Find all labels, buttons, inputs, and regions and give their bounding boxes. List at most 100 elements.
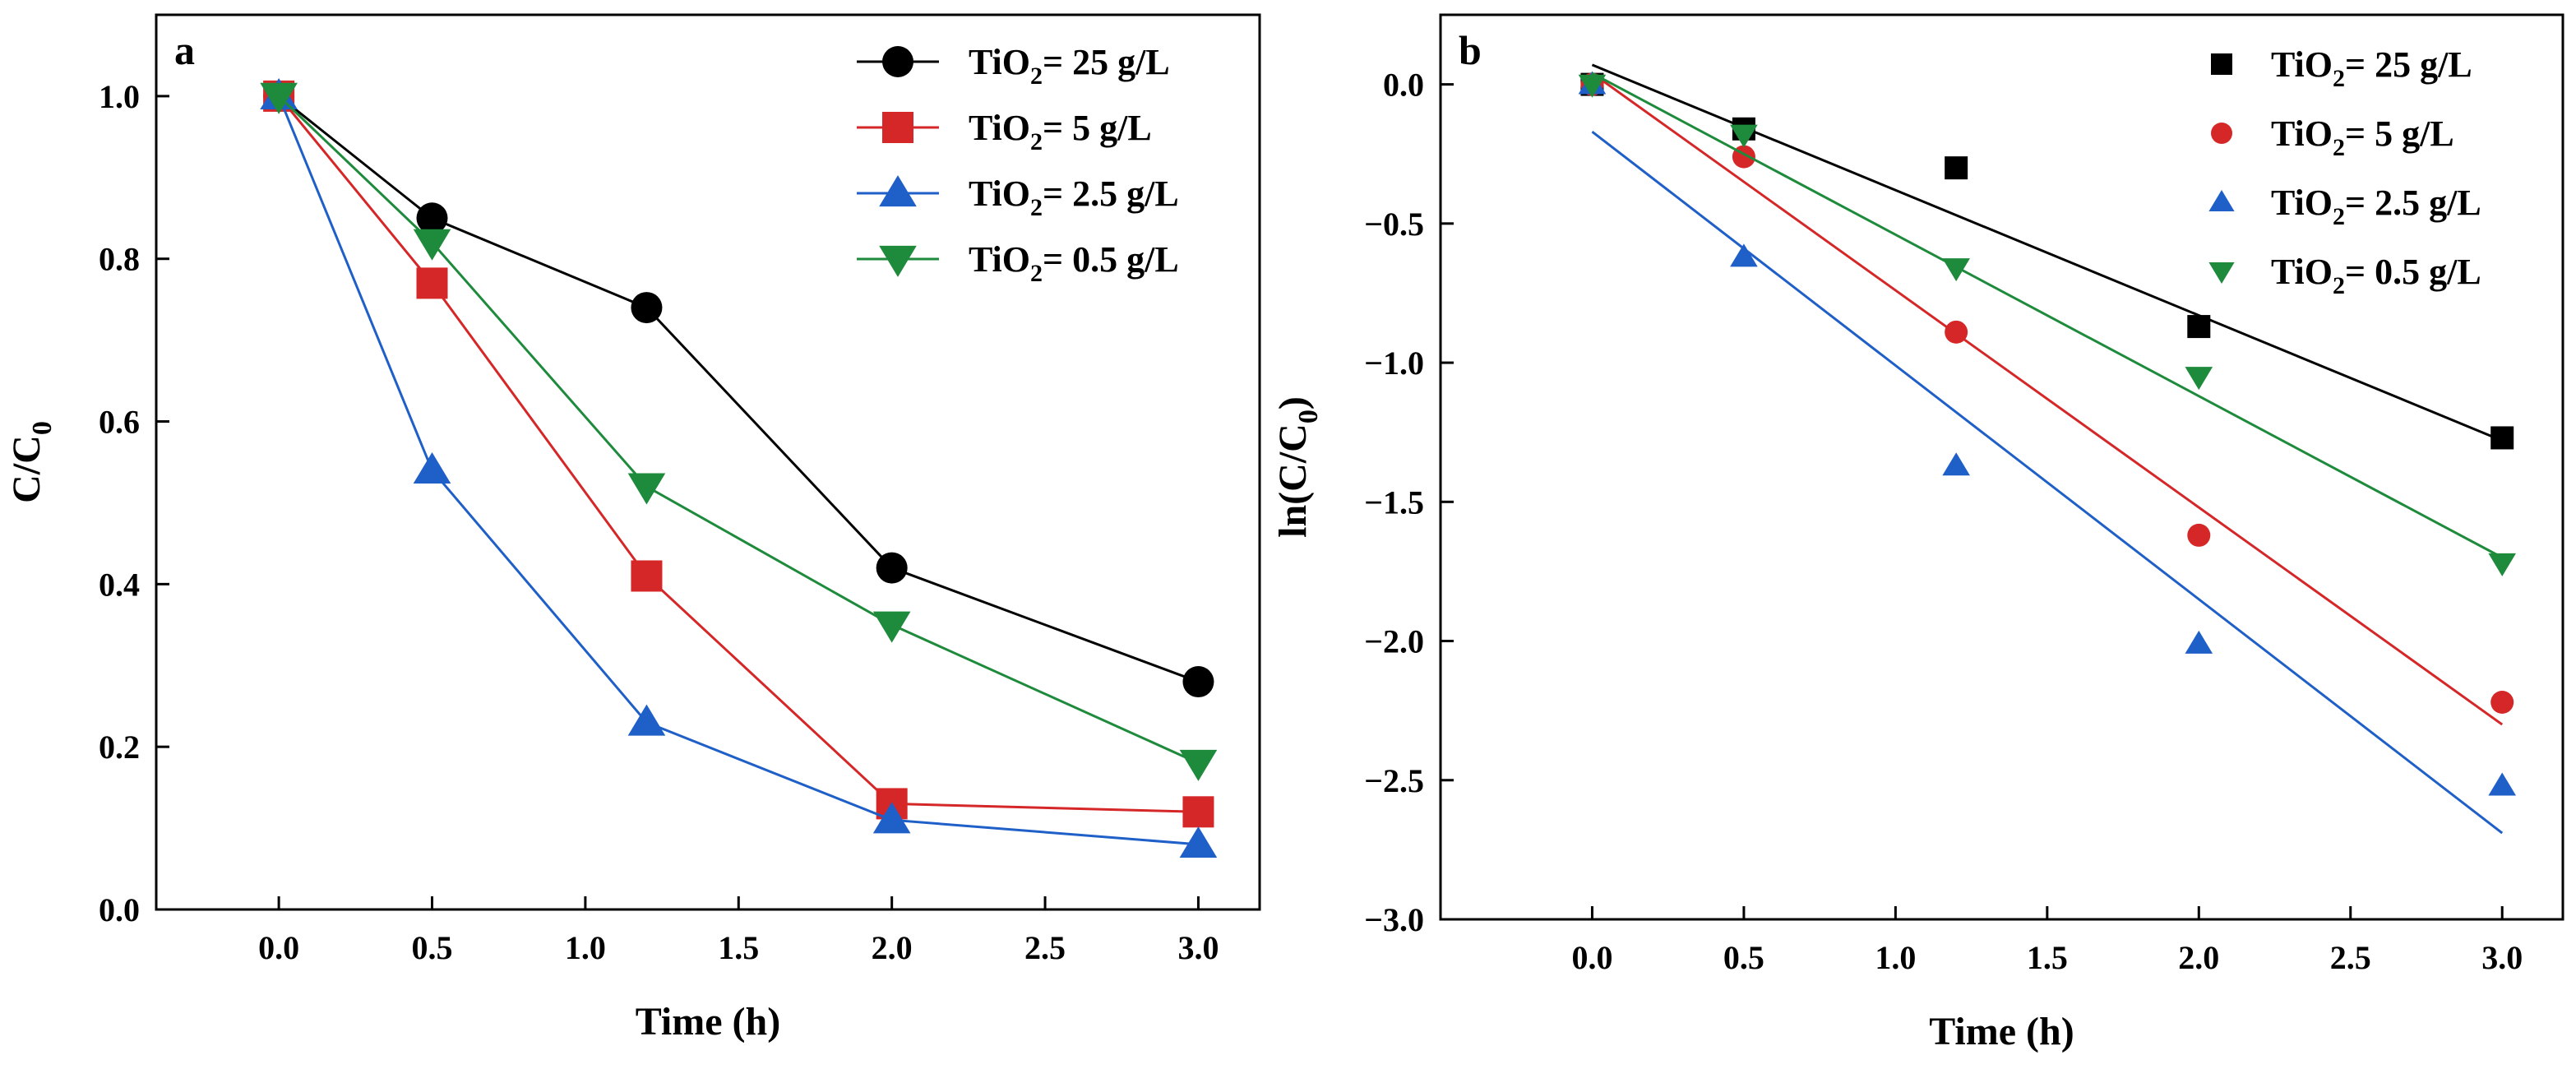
legend-label: TiO2= 0.5 g/L <box>2271 252 2481 299</box>
legend-label: TiO2= 25 g/L <box>2271 44 2472 92</box>
legend-entry-3: TiO2= 0.5 g/L <box>857 239 1179 287</box>
panel-b: 0.0 0.5 1.0 1.5 2.0 2.5 3.0 0.0 −0.5 −1.0 −1.5 −2.0… <box>1271 13 2564 1053</box>
data-point <box>2185 630 2213 654</box>
data-point <box>2187 523 2211 547</box>
series-1 <box>1580 72 2514 726</box>
data-point <box>416 267 448 299</box>
panel-letter: a <box>174 27 195 73</box>
data-point <box>1942 452 1970 476</box>
data-point <box>2185 367 2213 391</box>
data-point <box>413 452 451 484</box>
x-tick-label: 2.0 <box>2178 939 2219 976</box>
legend-entry-2: TiO2= 2.5 g/L <box>2208 183 2481 230</box>
data-point <box>260 82 298 114</box>
data-point <box>631 560 663 592</box>
y-tick-label: 1.0 <box>99 78 140 115</box>
legend-entry-0: TiO2= 25 g/L <box>2211 44 2472 92</box>
x-tick-label: 1.0 <box>565 929 606 966</box>
data-point <box>2490 691 2514 714</box>
legend-label: TiO2= 2.5 g/L <box>2271 183 2481 230</box>
data-point <box>876 552 908 584</box>
legend-entry-2: TiO2= 2.5 g/L <box>857 174 1179 221</box>
data-point <box>627 473 666 505</box>
fit-line <box>1591 130 2504 835</box>
legend-entry-1: TiO2= 5 g/L <box>857 108 1152 155</box>
x-tick-label: 0.5 <box>412 929 453 966</box>
x-tick-label: 2.5 <box>1024 929 1066 966</box>
data-point <box>1945 156 1968 180</box>
panel-a: 0.0 0.5 1.0 1.5 2.0 2.5 3.0 0.0 0.2 0.4 0.6 0.8 1.0 T… <box>5 13 1261 1044</box>
legend-marker <box>2211 53 2232 75</box>
legend-marker <box>2208 261 2235 284</box>
y-tick-label: 0.0 <box>99 891 140 928</box>
y-tick-label: 0.4 <box>99 566 140 603</box>
legend-marker <box>882 112 913 143</box>
series-3 <box>1578 72 2517 576</box>
fit-line <box>1591 72 2504 726</box>
y-tick-label: −1.0 <box>1364 345 1424 382</box>
data-point <box>1179 826 1218 858</box>
series-3 <box>260 82 1218 781</box>
legend-marker <box>879 175 917 207</box>
fit-line <box>1591 72 2503 559</box>
legend-label: TiO2= 2.5 g/L <box>969 174 1179 221</box>
x-tick-label: 1.5 <box>2027 939 2068 976</box>
plot-frame <box>155 13 1261 911</box>
y-tick-label: 0.2 <box>99 729 140 766</box>
legend-entry-3: TiO2= 0.5 g/L <box>2208 252 2481 299</box>
y-tick-label: 0.8 <box>99 241 140 278</box>
y-axis-title: C/C0 <box>5 421 58 503</box>
legend-marker <box>2211 123 2232 144</box>
data-point <box>2187 315 2211 339</box>
y-axis-title: ln(C/C0) <box>1271 396 1324 538</box>
legend-marker <box>2208 190 2235 212</box>
data-point <box>413 229 451 261</box>
data-point <box>1945 320 1968 344</box>
x-tick-label: 0.0 <box>1571 939 1612 976</box>
legend-label: TiO2= 25 g/L <box>969 42 1170 90</box>
legend-label: TiO2= 5 g/L <box>2271 113 2454 161</box>
data-point <box>872 611 911 643</box>
series-2 <box>260 78 1218 858</box>
x-axis-title: Time (h) <box>636 1000 780 1044</box>
legend-label: TiO2= 5 g/L <box>969 108 1152 155</box>
y-tick-label: 0.6 <box>99 404 140 441</box>
x-tick-label: 0.0 <box>258 929 299 966</box>
data-point <box>1730 243 1758 267</box>
data-point <box>1730 124 1758 148</box>
x-tick-label: 0.5 <box>1723 939 1764 976</box>
data-point <box>2488 553 2517 576</box>
data-point <box>1942 258 1970 282</box>
y-tick-label: 0.0 <box>1383 67 1424 104</box>
y-tick-label: −3.0 <box>1364 901 1424 938</box>
x-tick-label: 1.0 <box>1875 939 1916 976</box>
data-point <box>1179 749 1218 781</box>
series-2 <box>1578 71 2517 835</box>
y-tick-label: −0.5 <box>1364 206 1424 243</box>
data-point <box>872 802 911 834</box>
y-tick-label: −2.5 <box>1364 762 1424 799</box>
x-tick-label: 2.5 <box>2330 939 2371 976</box>
data-point <box>627 704 666 736</box>
data-point <box>2490 426 2514 450</box>
panel-letter: b <box>1459 27 1482 73</box>
legend-entry-0: TiO2= 25 g/L <box>857 42 1170 90</box>
x-axis-title: Time (h) <box>1929 1010 2074 1053</box>
data-point <box>2488 772 2517 796</box>
x-tick-label: 3.0 <box>1177 929 1219 966</box>
data-point <box>1182 796 1214 828</box>
legend-label: TiO2= 0.5 g/L <box>969 239 1179 287</box>
data-point <box>1578 74 1607 98</box>
y-tick-label: −1.5 <box>1364 484 1424 521</box>
data-point <box>416 202 448 234</box>
data-point <box>1182 666 1214 698</box>
x-tick-label: 2.0 <box>872 929 913 966</box>
legend-marker <box>882 46 913 77</box>
data-point <box>631 292 663 324</box>
plot-frame <box>1439 13 2564 921</box>
x-tick-label: 1.5 <box>718 929 759 966</box>
legend-entry-1: TiO2= 5 g/L <box>2211 113 2454 161</box>
legend-marker <box>879 245 917 277</box>
x-tick-label: 3.0 <box>2481 939 2523 976</box>
